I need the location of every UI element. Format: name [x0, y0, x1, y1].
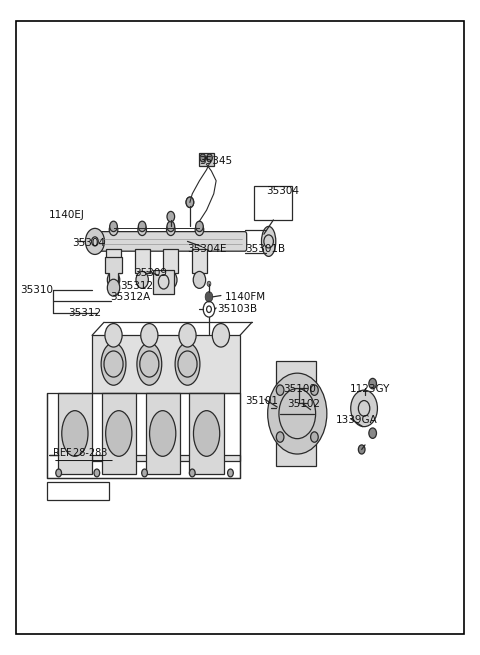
Bar [153, 270, 174, 293]
Text: 35103B: 35103B [217, 304, 257, 314]
Circle shape [369, 379, 376, 389]
Bar [199, 153, 214, 166]
Circle shape [167, 221, 175, 232]
Circle shape [190, 469, 195, 477]
Circle shape [276, 432, 284, 442]
Ellipse shape [106, 411, 132, 457]
Text: REF.28-283: REF.28-283 [53, 448, 108, 458]
Text: 35102: 35102 [287, 400, 320, 409]
Ellipse shape [101, 343, 126, 385]
Circle shape [186, 197, 194, 208]
Bar [134, 249, 150, 273]
Circle shape [200, 154, 205, 162]
Ellipse shape [150, 411, 176, 457]
Circle shape [94, 469, 100, 477]
Circle shape [136, 271, 148, 288]
Bar [92, 335, 240, 393]
Ellipse shape [175, 343, 200, 385]
Text: 35345: 35345 [199, 156, 233, 166]
Bar [254, 186, 292, 220]
Circle shape [167, 224, 175, 236]
Text: 1140FM: 1140FM [225, 292, 266, 302]
Text: 35309: 35309 [134, 268, 167, 278]
Circle shape [311, 432, 318, 442]
Circle shape [105, 324, 122, 347]
Circle shape [196, 221, 203, 232]
Circle shape [206, 154, 212, 162]
Circle shape [142, 469, 147, 477]
Circle shape [186, 197, 194, 208]
Polygon shape [276, 362, 316, 466]
Circle shape [56, 469, 61, 477]
Polygon shape [49, 455, 240, 461]
Circle shape [369, 428, 376, 438]
Circle shape [268, 373, 327, 454]
Circle shape [110, 221, 117, 232]
Bar [47, 482, 109, 500]
Text: 35100: 35100 [283, 384, 316, 394]
Circle shape [207, 281, 211, 286]
Text: 35312: 35312 [68, 308, 101, 318]
Bar [190, 393, 224, 474]
Bar [106, 249, 121, 273]
Circle shape [165, 271, 177, 288]
Circle shape [167, 212, 175, 222]
Circle shape [205, 291, 213, 302]
Text: 35304E: 35304E [188, 244, 227, 254]
Bar [102, 393, 136, 474]
Circle shape [109, 224, 118, 236]
Circle shape [311, 385, 318, 396]
Text: 1123GY: 1123GY [350, 384, 390, 394]
Ellipse shape [193, 411, 220, 457]
Circle shape [193, 271, 205, 288]
Text: 1339GA: 1339GA [336, 415, 377, 425]
Circle shape [85, 229, 105, 254]
Ellipse shape [137, 343, 162, 385]
Circle shape [276, 385, 284, 396]
FancyBboxPatch shape [95, 232, 247, 251]
Text: 35304: 35304 [72, 238, 105, 248]
Text: 35304: 35304 [266, 185, 299, 196]
Text: 35101: 35101 [245, 396, 278, 405]
Circle shape [138, 221, 146, 232]
Bar [192, 249, 207, 273]
Circle shape [108, 279, 120, 296]
Circle shape [351, 390, 377, 426]
Circle shape [228, 469, 233, 477]
Text: 1140EJ: 1140EJ [49, 210, 85, 220]
Circle shape [195, 224, 204, 236]
Circle shape [108, 271, 120, 288]
Text: 35310: 35310 [21, 285, 53, 295]
Polygon shape [105, 257, 122, 283]
Circle shape [141, 324, 158, 347]
Circle shape [138, 224, 146, 236]
Circle shape [212, 324, 229, 347]
Circle shape [179, 324, 196, 347]
Ellipse shape [262, 227, 276, 256]
Text: 35301B: 35301B [245, 244, 285, 254]
Bar [58, 393, 92, 474]
Circle shape [359, 445, 365, 454]
Ellipse shape [62, 411, 88, 457]
Text: 35312: 35312 [120, 282, 153, 291]
Bar [163, 249, 179, 273]
Text: 35312A: 35312A [110, 293, 150, 303]
Bar [145, 393, 180, 474]
